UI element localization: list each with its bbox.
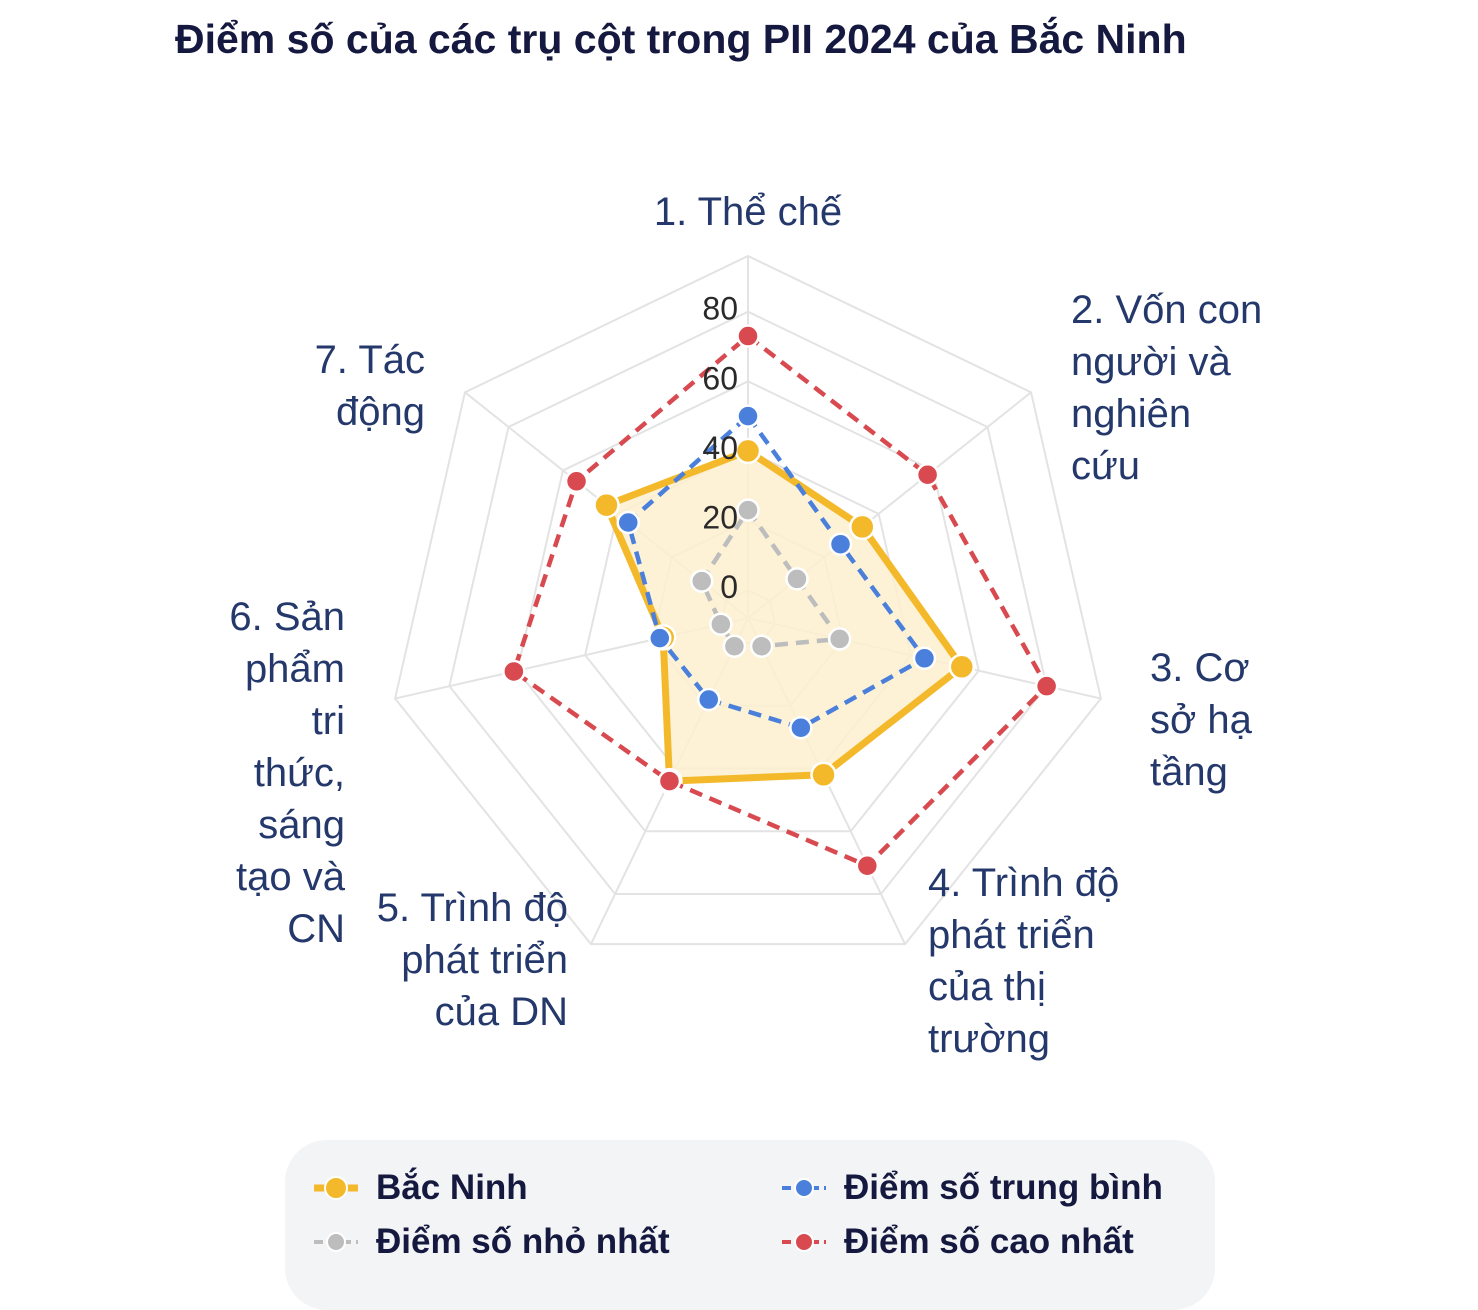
radial-tick-label: 20 [702,500,738,536]
data-point [789,716,813,740]
series-line [699,507,842,649]
axis-label-5: 5. Trình độ phát triển của DN [376,886,568,1034]
legend-marker-max-icon [782,1232,826,1252]
series-line [626,413,927,731]
legend-item-min[interactable]: Điểm số nhỏ nhất [312,1222,670,1262]
radial-tick-label: 80 [702,291,738,327]
legend-item-max[interactable]: Điểm số cao nhất [780,1222,1134,1262]
data-point [696,687,721,712]
grid-ring [448,310,1048,895]
data-point [689,569,714,593]
radial-tick-label: 40 [702,430,738,466]
data-point [593,491,620,519]
radar-series [502,324,1059,878]
radial-tick-label: 0 [720,569,738,605]
grid-ring [393,254,1103,946]
chart-title: Điểm số của các trụ cột trong PII 2024 c… [175,16,1187,62]
legend-label: Điểm số cao nhất [844,1222,1134,1261]
data-point [648,626,672,650]
data-point [564,469,589,494]
data-point [1034,674,1059,698]
axis-label-2: 2. Vốn con người và nghiên cứu [1071,288,1263,488]
data-point [810,761,837,789]
legend: Bắc Ninh Điểm số trung bình Điểm số nhỏ … [285,1140,1215,1310]
data-point [749,634,774,658]
data-point [736,498,760,522]
legend-label: Điểm số trung bình [844,1168,1163,1207]
data-point [736,404,760,428]
legend-marker-min-icon [314,1232,358,1252]
data-point [616,510,641,535]
data-point [736,324,760,348]
series-line [602,447,966,785]
series-0 [593,437,976,795]
grid-ring [516,380,980,833]
data-point [855,853,880,878]
radial-tick-labels: 0 20 40 60 80 [702,291,738,605]
data-point [734,437,762,465]
legend-item-average[interactable]: Điểm số trung bình [780,1168,1163,1208]
legend-marker-bac-ninh-icon [314,1176,358,1200]
data-point [915,463,940,487]
series-3 [502,324,1059,878]
data-point [722,634,747,658]
data-point [849,513,876,541]
series-2 [689,498,852,658]
data-point [828,532,853,556]
data-point [827,627,852,651]
radial-tick-label: 60 [702,360,738,396]
legend-marker-average-icon [782,1178,826,1198]
axis-label-3: 3. Cơ sở hạ tầng [1150,646,1252,794]
legend-item-bac-ninh[interactable]: Bắc Ninh [312,1168,528,1208]
axis-label-1: 1. Thể chế [653,190,843,234]
radar-chart: 0 20 40 60 80 [393,254,1103,946]
axis-label-7: 7. Tác động [314,338,425,434]
axis-label-6: 6. Sản phẩm tri thức, sáng tạo và CN [229,595,345,951]
data-point [912,646,937,671]
legend-label: Điểm số nhỏ nhất [376,1222,670,1261]
data-point [709,612,733,636]
data-point [502,659,526,684]
legend-label: Bắc Ninh [376,1168,528,1207]
data-point [785,567,809,591]
data-point [657,769,682,793]
data-point [948,653,976,681]
series-1 [616,404,937,740]
series-line [511,333,1049,868]
axis-label-4: 4. Trình độ phát triển của thị trường [928,861,1120,1061]
